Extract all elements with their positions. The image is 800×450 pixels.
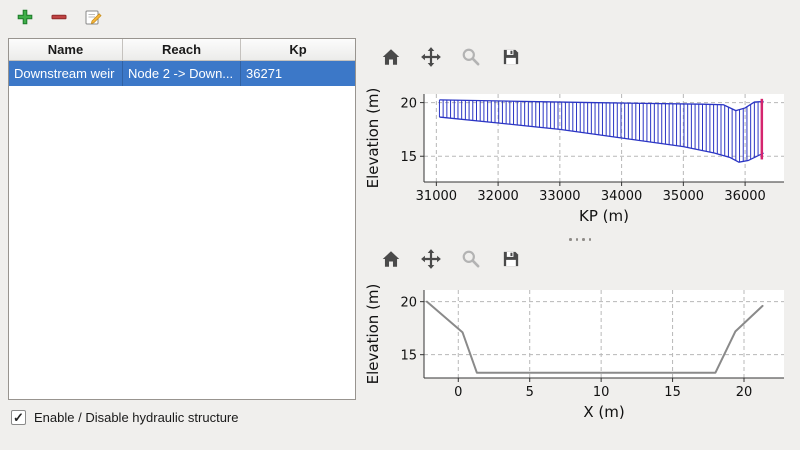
svg-text:15: 15: [664, 385, 681, 400]
svg-text:33000: 33000: [539, 189, 580, 204]
structures-panel: Name Reach Kp Downstream weir Node 2 -> …: [8, 38, 356, 425]
main-toolbar: [0, 0, 800, 34]
svg-text:31000: 31000: [416, 189, 457, 204]
save-icon: [503, 251, 519, 267]
plots-panel: 31000 32000 33000 34000 35000 36000 15 20 KP (m)…: [360, 38, 800, 450]
cell-name: Downstream weir: [9, 61, 123, 86]
home-button[interactable]: [378, 44, 404, 70]
svg-text:20: 20: [400, 296, 417, 311]
edit-structure-button[interactable]: [80, 4, 106, 30]
svg-text:10: 10: [593, 385, 610, 400]
pan-arrows-icon: [421, 249, 441, 269]
save-button[interactable]: [498, 246, 524, 272]
table-row-downstream-weir[interactable]: Downstream weir Node 2 -> Down... 36271: [9, 61, 355, 86]
pan-arrows-icon: [421, 47, 441, 67]
column-header-kp[interactable]: Kp: [289, 42, 307, 57]
svg-text:35000: 35000: [663, 189, 704, 204]
add-structure-button[interactable]: [12, 4, 38, 30]
cell-reach: Node 2 -> Down...: [123, 61, 241, 86]
svg-text:15: 15: [400, 150, 417, 165]
svg-text:15: 15: [400, 349, 417, 364]
table-header: Name Reach Kp: [9, 39, 355, 61]
svg-text:34000: 34000: [601, 189, 642, 204]
checkbox-icon[interactable]: [11, 410, 26, 425]
zoom-button[interactable]: [458, 44, 484, 70]
minus-icon: [51, 14, 67, 20]
cross-section-plot-toolbar: [360, 242, 800, 276]
pan-button[interactable]: [418, 246, 444, 272]
magnifier-icon: [462, 250, 480, 268]
home-icon: [382, 251, 400, 267]
edit-icon: [85, 10, 102, 25]
pan-button[interactable]: [418, 44, 444, 70]
svg-text:Elevation (m): Elevation (m): [364, 284, 382, 384]
save-button[interactable]: [498, 44, 524, 70]
column-header-reach[interactable]: Reach: [123, 39, 241, 60]
home-button[interactable]: [378, 246, 404, 272]
svg-text:Elevation (m): Elevation (m): [364, 88, 382, 188]
svg-text:KP (m): KP (m): [579, 207, 629, 225]
column-header-name[interactable]: Name: [9, 39, 123, 60]
plus-icon: [17, 9, 33, 25]
enable-structure-checkbox[interactable]: Enable / Disable hydraulic structure: [11, 410, 356, 425]
cross-section-chart[interactable]: 0 5 10 15 20 15 20 X (m) Elevation (m): [362, 284, 798, 424]
magnifier-icon: [462, 48, 480, 66]
svg-text:20: 20: [400, 97, 417, 112]
profile-plot-toolbar: [360, 40, 800, 74]
svg-text:0: 0: [454, 385, 462, 400]
checkbox-label: Enable / Disable hydraulic structure: [34, 410, 239, 425]
svg-text:X (m): X (m): [583, 403, 624, 421]
svg-text:5: 5: [526, 385, 534, 400]
svg-text:32000: 32000: [477, 189, 518, 204]
structures-table[interactable]: Name Reach Kp Downstream weir Node 2 -> …: [8, 38, 356, 400]
save-icon: [503, 49, 519, 65]
cell-kp: 36271: [246, 66, 283, 81]
remove-structure-button[interactable]: [46, 4, 72, 30]
longitudinal-profile-chart[interactable]: 31000 32000 33000 34000 35000 36000 15 20 KP (m)…: [362, 88, 798, 228]
zoom-button[interactable]: [458, 246, 484, 272]
plot-splitter-handle[interactable]: [563, 235, 597, 244]
svg-text:36000: 36000: [724, 189, 765, 204]
home-icon: [382, 49, 400, 65]
svg-text:20: 20: [736, 385, 753, 400]
